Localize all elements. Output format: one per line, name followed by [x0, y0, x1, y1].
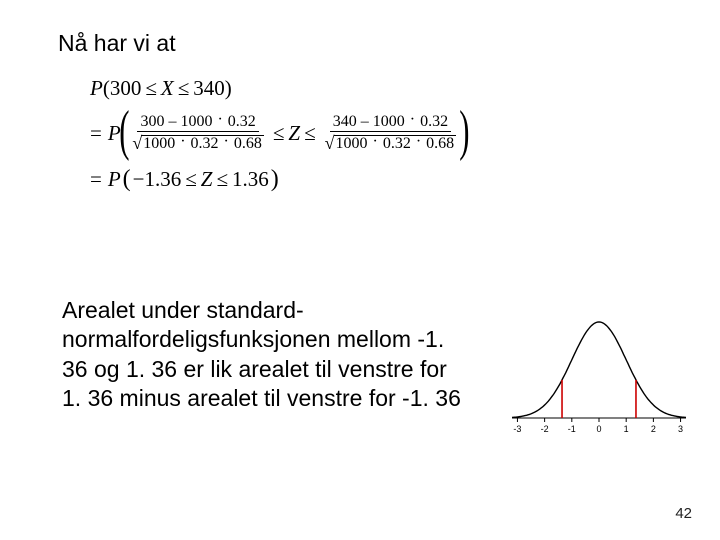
intro-text: Nå har vi at: [58, 30, 176, 57]
val: −1.36: [133, 169, 182, 190]
math-block: P ( 300 ≤ X ≤ 340 ) = P ( 300 – 1000 · 0…: [90, 78, 468, 197]
num: 340: [333, 113, 357, 130]
dot: ·: [217, 111, 222, 128]
svg-text:3: 3: [678, 424, 683, 434]
num: 1000: [336, 135, 368, 152]
leq: ≤: [273, 123, 285, 144]
minus: –: [168, 113, 176, 130]
leq: ≤: [145, 78, 157, 99]
num: 1000: [180, 113, 212, 130]
close-paren: ): [225, 78, 232, 99]
math-P: P: [108, 169, 121, 190]
fraction-1: 300 – 1000 · 0.32 √ 1000 · 0.32 · 0.: [129, 114, 267, 152]
num: 1000: [373, 113, 405, 130]
math-line-1: P ( 300 ≤ X ≤ 340 ): [90, 78, 468, 99]
var-X: X: [161, 78, 174, 99]
num: 1000: [143, 135, 175, 152]
open-paren: (: [103, 78, 110, 99]
leq: ≤: [304, 123, 316, 144]
leq: ≤: [185, 169, 197, 190]
open-paren: (: [123, 167, 131, 191]
svg-text:-3: -3: [513, 424, 521, 434]
leq: ≤: [178, 78, 190, 99]
page-number: 42: [675, 505, 692, 522]
equals: =: [90, 123, 102, 144]
minus: –: [361, 113, 369, 130]
math-line-3: = P ( −1.36 ≤ Z ≤ 1.36 ): [90, 167, 468, 191]
val-340: 340: [193, 78, 225, 99]
svg-text:2: 2: [651, 424, 656, 434]
val: 1.36: [232, 169, 269, 190]
num: 0.68: [426, 135, 454, 152]
dot: ·: [416, 133, 421, 150]
svg-text:-1: -1: [568, 424, 576, 434]
val-300: 300: [110, 78, 142, 99]
svg-text:1: 1: [624, 424, 629, 434]
num: 0.32: [228, 113, 256, 130]
dot: ·: [180, 133, 185, 150]
sqrt: √ 1000 · 0.32 · 0.68: [325, 133, 457, 151]
num: 0.32: [191, 135, 219, 152]
num: 0.68: [234, 135, 262, 152]
var-Z: Z: [288, 123, 300, 144]
equals: =: [90, 169, 102, 190]
normal-curve-chart: -3 -2 -1 0 1 2 3: [504, 308, 694, 448]
svg-text:0: 0: [596, 424, 601, 434]
dot: ·: [224, 133, 229, 150]
close-paren: ): [459, 103, 469, 159]
dot: ·: [410, 111, 415, 128]
sqrt: √ 1000 · 0.32 · 0.68: [132, 133, 264, 151]
dot: ·: [373, 133, 378, 150]
math-P: P: [90, 78, 103, 99]
fraction-2: 340 – 1000 · 0.32 √ 1000 · 0.32 · 0.: [322, 114, 460, 152]
num: 0.32: [383, 135, 411, 152]
body-paragraph: Arealet under standard-normalfordeligsfu…: [62, 296, 462, 414]
num: 300: [140, 113, 164, 130]
svg-text:-2: -2: [541, 424, 549, 434]
open-paren: (: [119, 103, 129, 159]
var-Z: Z: [201, 169, 213, 190]
math-line-2: = P ( 300 – 1000 · 0.32 √ 1000 ·: [90, 105, 468, 161]
close-paren: ): [271, 167, 279, 191]
leq: ≤: [216, 169, 228, 190]
num: 0.32: [420, 113, 448, 130]
